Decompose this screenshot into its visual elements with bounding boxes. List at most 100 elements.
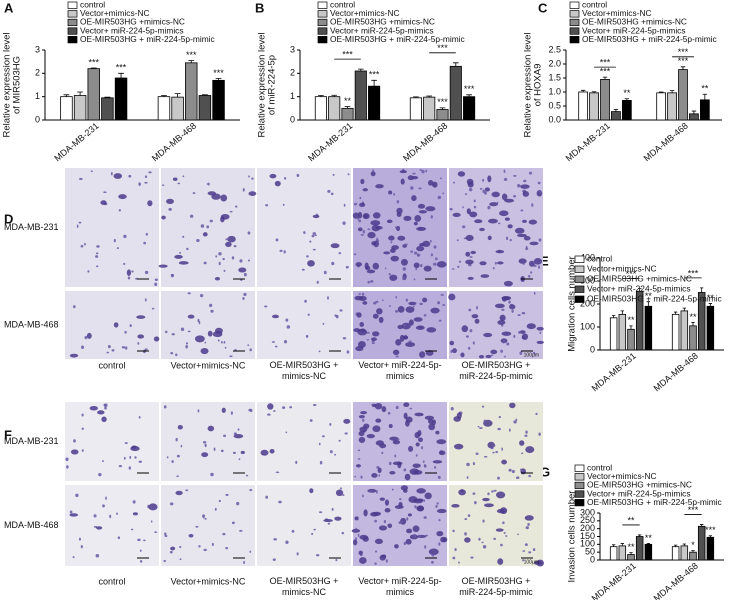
cell [362, 494, 364, 498]
cell [367, 231, 376, 239]
micrograph-bg [161, 402, 255, 481]
cell [102, 504, 105, 508]
cell [437, 475, 441, 479]
bar [609, 546, 618, 561]
cell [424, 545, 427, 549]
cell [179, 545, 182, 549]
cell [334, 453, 337, 456]
cell [411, 175, 419, 180]
cell [389, 436, 399, 441]
legend-label: OE-MIR503HG +mimics-NC [80, 17, 185, 27]
cell [187, 292, 191, 295]
cell [164, 534, 168, 537]
cell [494, 303, 505, 309]
cell [248, 408, 252, 412]
cell [306, 255, 309, 258]
significance: ** [627, 542, 635, 552]
cell [96, 265, 99, 268]
cell [118, 464, 123, 468]
cell [238, 267, 247, 273]
cell [279, 249, 283, 252]
cell [224, 346, 227, 349]
cell [140, 560, 143, 563]
cell [312, 232, 316, 235]
cell [432, 460, 443, 464]
error-bar [680, 66, 686, 70]
cell [118, 209, 121, 212]
row-label: MDA-MB-231 [4, 436, 59, 446]
cell [200, 224, 205, 228]
cell [106, 351, 110, 354]
legend-swatch [574, 481, 585, 490]
legend-label: Vector+mimics-NC [587, 471, 657, 481]
cell [384, 508, 391, 513]
cell [307, 260, 315, 267]
cell [500, 543, 503, 547]
cell [178, 261, 189, 265]
cell [440, 293, 444, 296]
cell [330, 192, 334, 196]
bar [463, 96, 476, 121]
cell [345, 265, 349, 269]
cell [376, 490, 378, 494]
cell [408, 445, 414, 452]
y-tick-label: 3 [290, 44, 295, 54]
y-tick-label: 300 [580, 275, 595, 285]
error-bar [90, 67, 97, 69]
x-tick-label: MDA-MB-231 [590, 351, 638, 394]
cell [533, 257, 543, 265]
cell [538, 432, 541, 436]
cell [539, 331, 542, 335]
cell [366, 331, 370, 334]
cell [522, 191, 530, 197]
cell [267, 403, 274, 410]
cell [312, 404, 317, 407]
cell [358, 293, 361, 295]
cell [466, 462, 470, 467]
cell [176, 454, 180, 458]
cell [202, 232, 208, 237]
cell [171, 460, 174, 463]
cell [524, 543, 528, 547]
significance: ** [627, 315, 635, 325]
cell [296, 173, 300, 178]
cell [273, 538, 277, 541]
cell [231, 521, 235, 525]
bar [627, 328, 635, 351]
cell [170, 546, 176, 551]
cell [76, 224, 79, 228]
cell [329, 450, 333, 454]
cell [210, 472, 214, 477]
bar [706, 305, 715, 351]
cell [397, 235, 406, 241]
cell [239, 259, 243, 263]
cell [416, 534, 427, 538]
cell [469, 329, 473, 333]
cell [90, 170, 93, 173]
column-label: Vector+mimics-NC [171, 576, 246, 586]
cell [355, 527, 358, 531]
cell [388, 273, 391, 276]
error-bar [620, 310, 624, 315]
cell [433, 262, 437, 266]
cell [404, 334, 407, 337]
error-bar [602, 76, 608, 80]
cell [143, 241, 147, 245]
bar [171, 96, 184, 121]
legend-label: Vector+ miR-224-5p-mimics [80, 25, 184, 35]
cell [172, 177, 178, 181]
cell [220, 341, 223, 344]
cell [423, 464, 426, 467]
cell [502, 340, 505, 344]
legend-swatch [569, 27, 580, 35]
cell [80, 544, 83, 549]
cell [451, 268, 455, 270]
error-bar [629, 325, 633, 330]
cell [405, 306, 415, 313]
cell [532, 351, 536, 355]
cell [81, 345, 85, 349]
cell [97, 410, 105, 415]
y-axis-label: of MIR503HG [12, 56, 23, 114]
cell [220, 449, 224, 453]
